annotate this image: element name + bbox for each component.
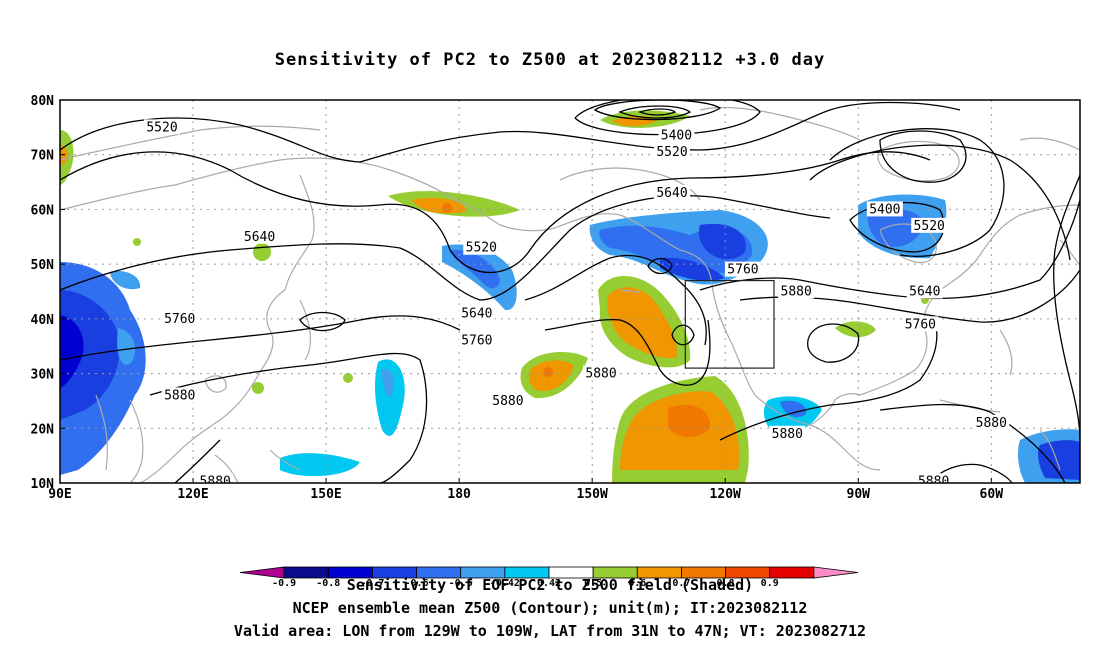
- colorbar-label: 0.7: [672, 578, 690, 589]
- lat-label: 60N: [31, 203, 55, 218]
- colorbar-label: -0.5: [449, 578, 473, 589]
- chart-title: Sensitivity of PC2 to Z500 at 2023082112…: [274, 50, 826, 70]
- contour-label: 5880: [200, 474, 231, 489]
- contour-label-bg: [654, 143, 690, 159]
- contour-label-bg: [144, 119, 180, 135]
- contour-label-bg: [654, 185, 690, 201]
- contour-label: 5760: [164, 312, 195, 327]
- contour-label-bg: [866, 201, 903, 217]
- contour-label: 5520: [146, 120, 177, 135]
- lat-label: 20N: [31, 422, 55, 437]
- latitude-labels: 80N 70N 60N 50N 40N 30N 20N 10N: [31, 94, 65, 492]
- colorbar-label: 0.42: [537, 578, 561, 589]
- contour-label: 5640: [461, 306, 492, 321]
- contour-label: 5520: [466, 241, 497, 256]
- colorbar-label: 0.5: [584, 578, 602, 589]
- colorbar-label: -0.42: [490, 578, 520, 589]
- valid-area-box: [684, 279, 775, 369]
- lon-label: 150E: [310, 487, 341, 502]
- contour-label-bg: [911, 217, 948, 233]
- contour-label: 5880: [976, 416, 1007, 431]
- contour-label: 5520: [656, 145, 687, 160]
- lat-label: 50N: [31, 258, 55, 273]
- lat-label: 10N: [31, 477, 55, 492]
- contour-label-bg: [161, 387, 198, 403]
- contour-label-bg: [724, 261, 761, 277]
- colorbar-label: 0.8: [717, 578, 735, 589]
- contour-label: 5880: [585, 367, 616, 382]
- contour-label-bg: [489, 392, 526, 408]
- colorbar-label: 0.9: [761, 578, 779, 589]
- contour-label-bg: [973, 414, 1010, 430]
- contour-label: 5880: [164, 388, 195, 403]
- contour-label-bg: [658, 127, 695, 143]
- contour-label: 5880: [772, 427, 803, 442]
- lat-label: 80N: [31, 94, 55, 109]
- contour-label-bg: [583, 365, 620, 381]
- lon-label: 180: [447, 487, 471, 502]
- lon-label: 150W: [577, 487, 608, 502]
- contour-label-bg: [769, 425, 806, 441]
- colorbar-label: -0.8: [316, 578, 340, 589]
- lat-label: 70N: [31, 149, 55, 164]
- footer-line-2: NCEP ensemble mean Z500 (Contour); unit(…: [292, 599, 808, 617]
- contour-label: 5400: [661, 129, 692, 144]
- contour-label-bg: [458, 305, 495, 321]
- footer-line-1: Sensitivity of EOF PC2 to Z500 field (Sh…: [346, 576, 754, 594]
- contour-label: 5880: [918, 474, 949, 489]
- footer-line-3: Valid area: LON from 129W to 109W, LAT f…: [233, 622, 867, 640]
- contour-label: 5760: [905, 317, 936, 332]
- footer: Sensitivity of EOF PC2 to Z500 field (Sh…: [0, 574, 1100, 643]
- colorbar-label: -0.6: [405, 578, 429, 589]
- contour-label-bg: [915, 473, 952, 483]
- contour-labels: 5520564057605880588054005520564055205640…: [144, 119, 1010, 489]
- contour-label: 5760: [727, 263, 758, 278]
- contour-label: 5640: [656, 186, 687, 201]
- contour-label: 5880: [492, 394, 523, 409]
- contour-label: 5520: [914, 219, 945, 234]
- graticule: [60, 100, 1080, 483]
- colorbar-label: -0.7: [360, 578, 384, 589]
- lat-label: 40N: [31, 313, 55, 328]
- colorbar-label: 0.6: [628, 578, 646, 589]
- colorbar-label: -0.9: [272, 578, 296, 589]
- lon-label: 90W: [847, 487, 871, 502]
- sensitivity-shading: [60, 110, 1080, 483]
- contour-label-bg: [241, 228, 278, 244]
- contour-label: 5880: [781, 285, 812, 300]
- contour-label: 5760: [461, 334, 492, 349]
- contour-label-bg: [463, 239, 500, 255]
- longitude-labels: 90E 120E 150E 180 150W 120W 90W 60W: [48, 478, 1003, 502]
- colorbar-swatch: [813, 566, 859, 579]
- contour-label-bg: [906, 283, 943, 299]
- lat-label: 30N: [31, 368, 55, 383]
- contour-label-bg: [161, 310, 198, 326]
- contour-label-bg: [778, 283, 815, 299]
- contour-label-bg: [902, 316, 939, 332]
- colorbar: -0.9 -0.8 -0.7 -0.6 -0.5 -0.42 0.42 0.5 0.6 0.7 0.…: [239, 566, 859, 589]
- lon-label: 120W: [710, 487, 741, 502]
- contour-label-bg: [458, 332, 495, 348]
- contour-label: 5400: [869, 202, 900, 217]
- contour-label: 5640: [909, 285, 940, 300]
- contour-label-bg: [197, 473, 234, 483]
- lon-label: 120E: [177, 487, 208, 502]
- map-frame: [59, 99, 1081, 484]
- contour-label: 5640: [244, 230, 275, 245]
- lon-label: 90E: [48, 487, 71, 502]
- lon-label: 60W: [980, 487, 1004, 502]
